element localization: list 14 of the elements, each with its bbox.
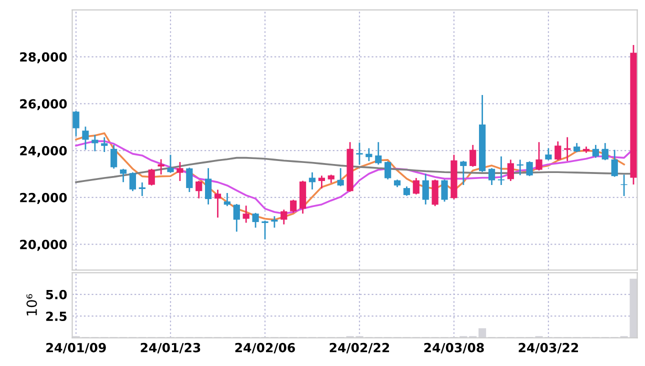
y-tick-label: 26,000: [20, 99, 67, 110]
y-axis-title: 10⁶: [26, 294, 37, 316]
x-tick-label: 24/03/22: [518, 342, 578, 354]
x-tick-label: 24/03/08: [424, 342, 484, 354]
x-tick-label: 24/01/09: [46, 342, 106, 354]
x-tick-label: 24/02/06: [235, 342, 295, 354]
y-tick-label: 20,000: [20, 240, 67, 251]
y-tick-label: 22,000: [20, 192, 67, 204]
x-tick-label: 24/02/22: [330, 342, 390, 354]
x-tick-label: 24/01/23: [140, 342, 200, 354]
y-tick-label: 28,000: [20, 52, 67, 64]
y-tick-label: 2.5: [46, 312, 67, 322]
y-tick-label: 5.0: [46, 290, 67, 300]
y-tick-label: 24,000: [20, 146, 67, 158]
